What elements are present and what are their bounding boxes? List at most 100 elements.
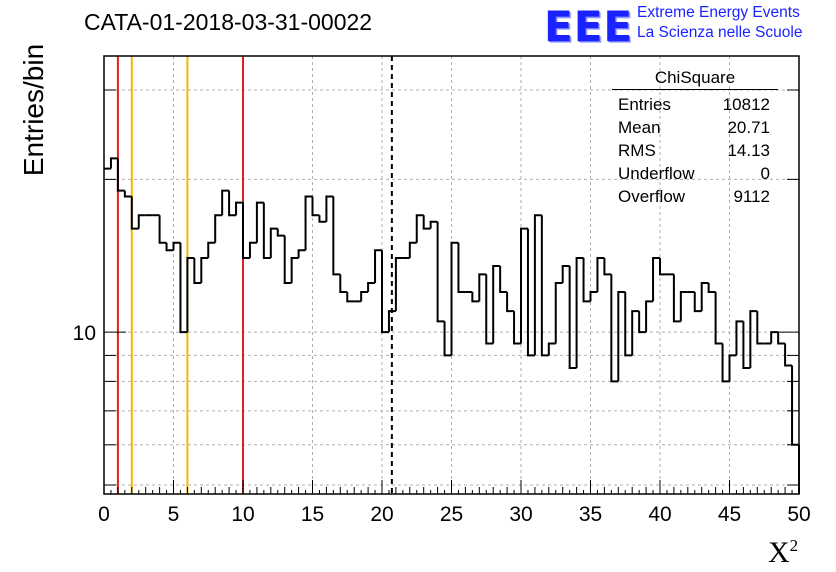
histogram-bin xyxy=(568,266,577,370)
histogram-bin xyxy=(513,311,521,345)
histogram-bin xyxy=(714,291,723,345)
histogram-bin xyxy=(214,214,223,243)
histogram-bin xyxy=(700,281,709,312)
stats-value: 20.71 xyxy=(727,118,770,137)
histogram-bin xyxy=(339,274,348,293)
x-tick-label: 15 xyxy=(301,503,324,526)
x-tick-label: 35 xyxy=(579,503,602,526)
histogram-bin xyxy=(123,190,132,198)
stats-value: 0 xyxy=(760,164,770,183)
histogram-bin xyxy=(311,196,320,217)
histogram-bin xyxy=(749,310,758,369)
histogram-bin xyxy=(255,201,264,243)
histogram-bin xyxy=(116,158,125,192)
histogram-bin xyxy=(478,273,487,302)
x-axis-label: X2 xyxy=(768,536,798,570)
x-tick-label: 0 xyxy=(98,503,110,526)
histogram-bin xyxy=(693,291,702,313)
histogram-bin xyxy=(228,190,237,217)
histogram-bin xyxy=(422,215,431,230)
histogram-bin xyxy=(617,290,626,382)
stats-row-underflow: Underflow 0 xyxy=(612,162,778,185)
histogram-bin xyxy=(137,214,146,229)
histogram-bin xyxy=(408,241,417,259)
histogram-bin xyxy=(631,310,640,356)
stats-box: ChiSquare Entries 10812 Mean 20.71 RMS 1… xyxy=(612,66,778,208)
logo-line-2: La Scienza nelle Scuole xyxy=(637,24,803,41)
histogram-bin xyxy=(221,189,230,216)
histogram-bin xyxy=(193,258,202,284)
stats-label: Underflow xyxy=(618,164,695,183)
histogram-bin xyxy=(374,249,382,283)
histogram-bin xyxy=(235,201,243,216)
stats-row-entries: Entries 10812 xyxy=(612,93,778,116)
stats-row-rms: RMS 14.13 xyxy=(612,139,778,162)
histogram-bin xyxy=(645,300,654,333)
histogram-bin xyxy=(332,196,341,276)
histogram-bin xyxy=(207,241,216,259)
histogram-bin xyxy=(540,215,549,357)
vertical-markers xyxy=(116,56,393,494)
histogram-bin xyxy=(603,258,612,276)
x-tick-label: 40 xyxy=(648,503,671,526)
histogram-bin xyxy=(735,320,744,356)
stats-title: ChiSquare xyxy=(612,66,778,90)
histogram-bin xyxy=(624,291,633,357)
axis-ticks xyxy=(103,89,800,494)
histogram-bin xyxy=(721,343,730,383)
x-axis-label-superscript: 2 xyxy=(789,536,799,555)
histogram-bin xyxy=(186,257,195,333)
histogram-bin xyxy=(200,257,209,283)
histogram-bin xyxy=(707,282,716,293)
stats-value: 10812 xyxy=(722,95,770,114)
eee-logo: EEE Extreme Energy Events La Scienza nel… xyxy=(544,2,802,51)
eee-logo-caption: Extreme Energy Events La Scienza nelle S… xyxy=(637,3,802,43)
y-tick-label: 10 xyxy=(73,322,96,345)
histogram-bin xyxy=(283,235,292,284)
histogram-bin xyxy=(756,311,765,345)
histogram-bin xyxy=(526,228,535,357)
histogram-bin xyxy=(485,274,494,345)
histogram-bin xyxy=(130,196,139,230)
histogram-bin xyxy=(394,257,403,312)
histogram-bin xyxy=(290,257,299,283)
histogram-bin xyxy=(269,227,278,259)
histogram-bin xyxy=(471,291,480,303)
histogram-bin xyxy=(248,241,257,259)
x-tick-label: 50 xyxy=(787,503,810,526)
histogram-bin xyxy=(242,202,250,260)
histogram-bin xyxy=(596,257,605,292)
histogram-bin xyxy=(443,321,452,357)
histogram-bin xyxy=(777,332,786,345)
histogram-bin xyxy=(679,290,688,322)
histogram-bin xyxy=(659,258,667,276)
histogram-bin xyxy=(784,343,793,367)
histogram-bin xyxy=(520,227,528,344)
histogram-bin xyxy=(672,274,681,323)
histogram-bin xyxy=(325,195,334,222)
histogram-bin xyxy=(165,242,174,252)
stats-value: 9112 xyxy=(733,187,770,206)
histogram-bin xyxy=(179,242,188,334)
histogram-bin xyxy=(158,215,167,244)
histogram-bin xyxy=(728,354,737,382)
histogram-bin xyxy=(109,157,118,169)
histogram-bin xyxy=(415,214,424,243)
x-tick-label: 20 xyxy=(370,503,393,526)
stats-value: 14.13 xyxy=(727,141,770,160)
x-tick-label: 45 xyxy=(718,503,741,526)
histogram-bin xyxy=(582,258,591,303)
histogram-series xyxy=(104,157,800,494)
histogram-bin xyxy=(770,331,779,344)
histogram-bin xyxy=(506,291,515,313)
chart-title: CATA-01-2018-03-31-00022 xyxy=(84,9,373,35)
histogram-bin xyxy=(791,365,799,446)
x-axis-label-base: X xyxy=(768,536,790,569)
tick-labels: 0 5 10 15 20 25 30 35 40 45 50 10 xyxy=(73,322,811,526)
histogram-bin xyxy=(533,214,542,356)
x-tick-label: 5 xyxy=(168,503,180,526)
histogram-bin xyxy=(547,342,556,356)
histogram-bin xyxy=(457,242,466,293)
eee-logo-text: EEE xyxy=(544,2,634,51)
